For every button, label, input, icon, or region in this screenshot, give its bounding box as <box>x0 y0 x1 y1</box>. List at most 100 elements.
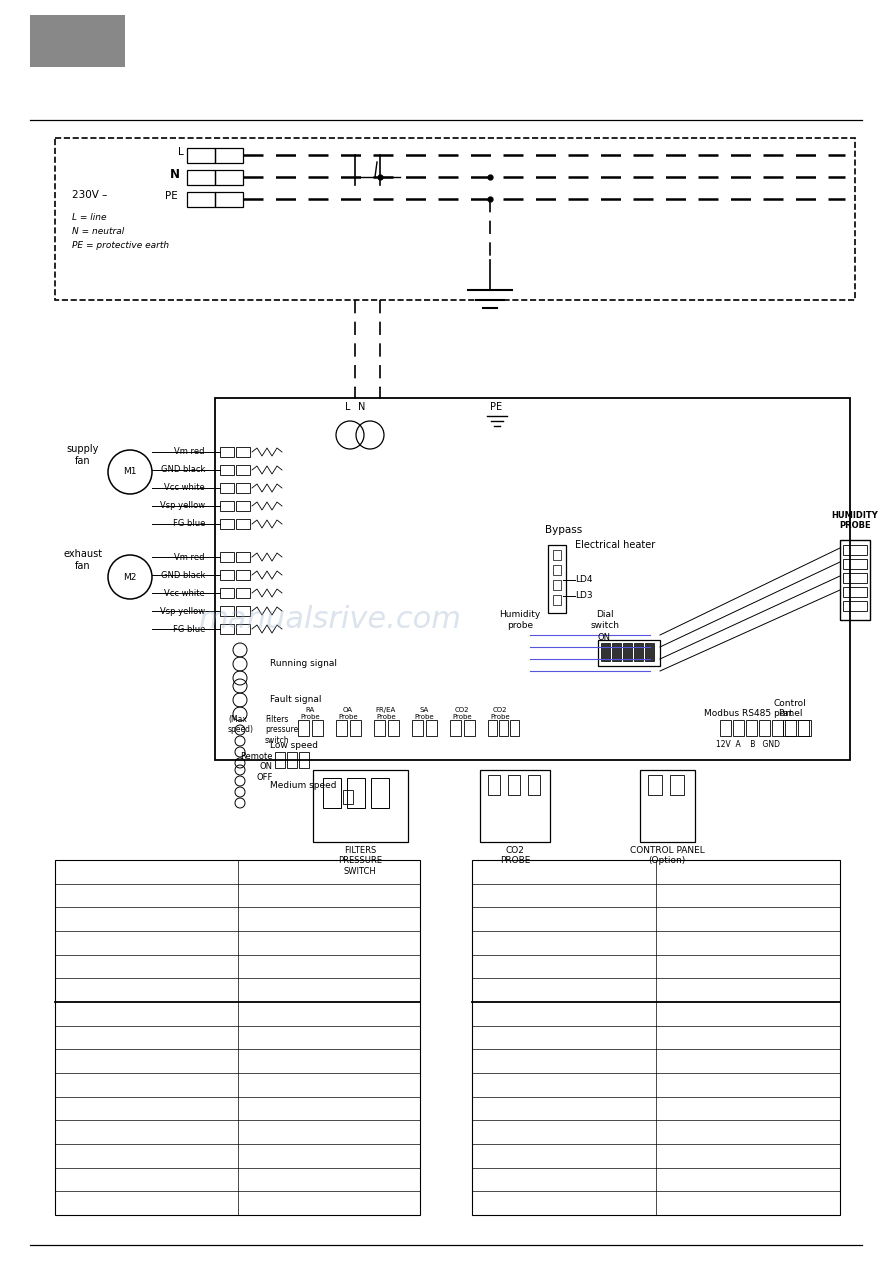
Bar <box>783 721 811 736</box>
Bar <box>843 559 867 569</box>
Bar <box>388 721 399 736</box>
Bar <box>187 192 215 207</box>
Text: manualsrive.com: manualsrive.com <box>198 606 462 635</box>
Bar <box>299 752 309 769</box>
Bar <box>798 721 809 736</box>
Bar <box>236 447 250 457</box>
Bar <box>350 721 361 736</box>
Bar <box>553 581 561 591</box>
Bar <box>472 859 840 1215</box>
Bar <box>640 770 695 842</box>
Text: supply
fan: supply fan <box>67 444 99 466</box>
Text: Vcc white: Vcc white <box>164 483 205 492</box>
Text: N: N <box>170 168 180 180</box>
Bar <box>488 775 500 795</box>
Bar <box>312 721 323 736</box>
Bar <box>236 606 250 616</box>
Text: CONTROL PANEL
(Option): CONTROL PANEL (Option) <box>630 846 705 866</box>
Bar <box>623 644 632 661</box>
Text: L: L <box>178 146 184 156</box>
Bar <box>236 483 250 493</box>
Text: Vsp yellow: Vsp yellow <box>160 607 205 616</box>
Bar <box>733 721 744 736</box>
Text: M2: M2 <box>123 573 137 582</box>
Text: L: L <box>345 403 350 411</box>
Bar <box>528 775 540 795</box>
Text: PE: PE <box>490 403 502 411</box>
Bar <box>236 501 250 511</box>
Bar <box>720 721 731 736</box>
Bar <box>843 545 867 555</box>
Text: FG blue: FG blue <box>172 625 205 634</box>
Text: (Max
speed): (Max speed) <box>228 716 254 734</box>
Text: Fault signal: Fault signal <box>270 695 321 704</box>
Bar <box>220 464 234 475</box>
Text: Running signal: Running signal <box>270 660 337 669</box>
Text: exhaust
fan: exhaust fan <box>63 549 103 570</box>
Bar <box>499 721 508 736</box>
Text: GND black: GND black <box>161 466 205 475</box>
Text: HUMIDITY
PROBE: HUMIDITY PROBE <box>831 511 879 530</box>
Bar <box>553 550 561 560</box>
Bar <box>275 752 285 769</box>
Text: Vsp yellow: Vsp yellow <box>160 501 205 511</box>
Text: Modbus RS485 port: Modbus RS485 port <box>704 709 792 718</box>
Text: Vm red: Vm red <box>174 448 205 457</box>
Bar <box>464 721 475 736</box>
Text: ON: ON <box>598 634 611 642</box>
Bar <box>236 464 250 475</box>
Bar <box>236 519 250 529</box>
Bar <box>298 721 309 736</box>
Bar <box>759 721 770 736</box>
Bar <box>480 770 550 842</box>
Bar <box>508 775 520 795</box>
Text: CO2
PROBE: CO2 PROBE <box>500 846 530 866</box>
Bar <box>215 148 243 163</box>
Bar <box>612 644 621 661</box>
Text: GND black: GND black <box>161 570 205 579</box>
Bar <box>220 483 234 493</box>
Bar <box>236 551 250 562</box>
Bar <box>488 721 497 736</box>
Bar <box>648 775 662 795</box>
Text: CO2
Probe: CO2 Probe <box>490 707 510 721</box>
Text: N: N <box>358 403 365 411</box>
Bar <box>670 775 684 795</box>
Bar <box>634 644 643 661</box>
Bar <box>220 501 234 511</box>
Text: LD3: LD3 <box>575 592 593 601</box>
Bar <box>287 752 297 769</box>
Bar <box>220 519 234 529</box>
Bar <box>220 606 234 616</box>
Text: FILTERS
PRESSURE
SWITCH: FILTERS PRESSURE SWITCH <box>338 846 382 876</box>
Text: Medium speed: Medium speed <box>270 781 337 790</box>
Text: Bypass: Bypass <box>545 525 582 535</box>
Bar <box>548 545 566 613</box>
Bar <box>450 721 461 736</box>
Bar <box>510 721 519 736</box>
Bar <box>236 570 250 581</box>
Bar <box>746 721 757 736</box>
Text: 12V  A    B   GND: 12V A B GND <box>716 740 780 750</box>
Text: CO2
Probe: CO2 Probe <box>452 707 472 721</box>
Bar <box>313 770 408 842</box>
Bar <box>843 587 867 597</box>
Text: Control
Panel: Control Panel <box>773 699 806 718</box>
Bar <box>30 15 125 67</box>
Bar <box>220 447 234 457</box>
Bar <box>785 721 796 736</box>
Bar <box>220 588 234 598</box>
Text: Filters
pressure
switch: Filters pressure switch <box>265 716 298 745</box>
Bar <box>371 777 389 808</box>
Text: LD4: LD4 <box>575 575 592 584</box>
Text: L = line: L = line <box>72 213 106 222</box>
Bar <box>236 623 250 634</box>
Text: N = neutral: N = neutral <box>72 227 124 236</box>
Bar <box>220 570 234 581</box>
Text: FR/EA
Probe: FR/EA Probe <box>376 707 396 721</box>
Text: Vcc white: Vcc white <box>164 588 205 597</box>
Bar <box>220 551 234 562</box>
Bar <box>843 573 867 583</box>
Text: RA
Probe: RA Probe <box>300 707 320 721</box>
Bar <box>347 777 365 808</box>
